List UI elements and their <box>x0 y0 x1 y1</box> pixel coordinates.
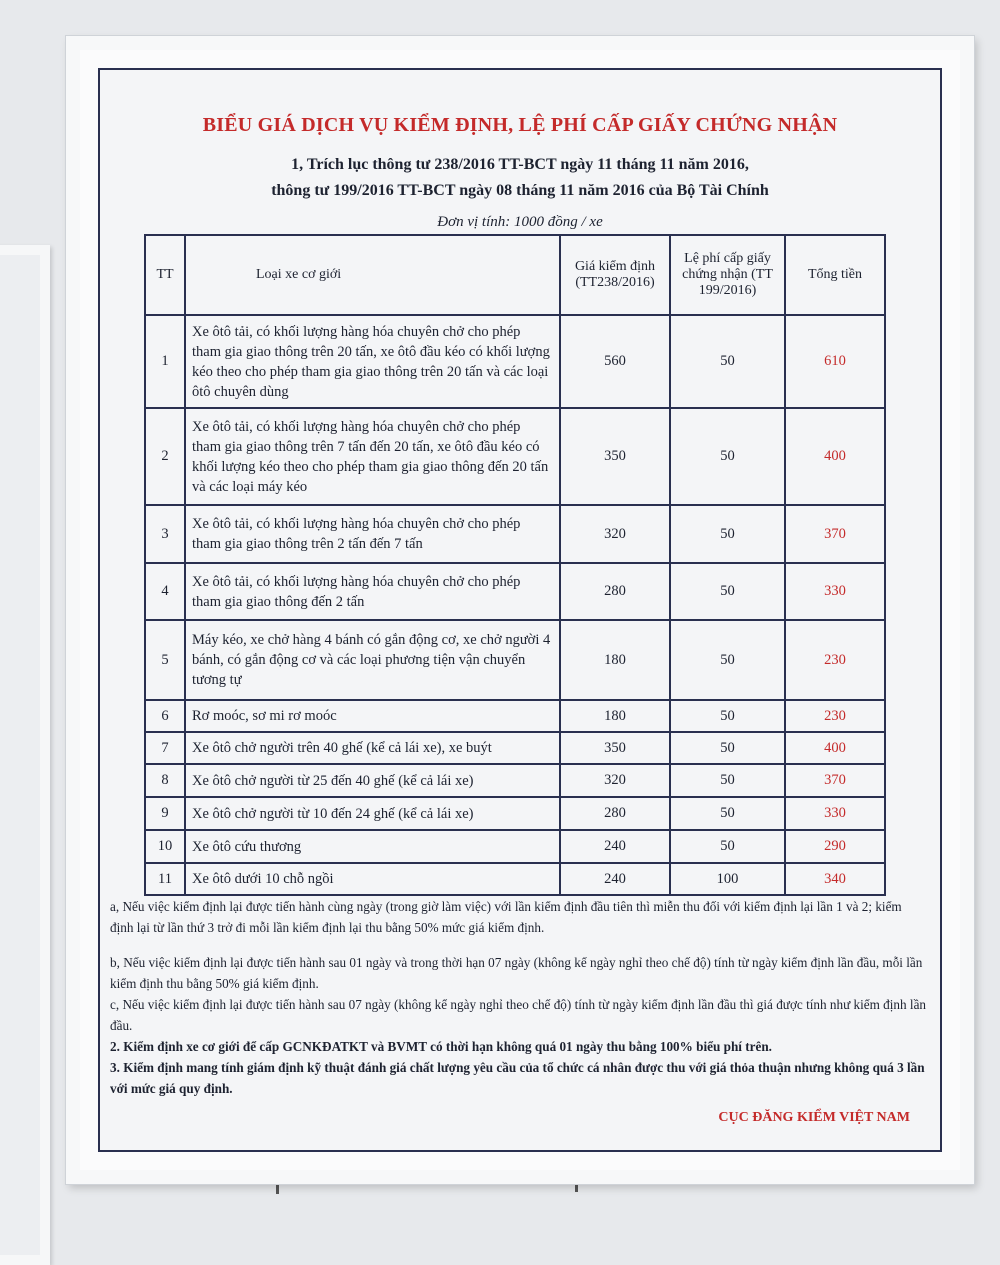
total-amount: 230 <box>784 699 886 733</box>
inspection-price: 350 <box>559 407 671 506</box>
inspection-price: 350 <box>559 731 671 765</box>
issuer-signature: CỤC ĐĂNG KIỂM VIỆT NAM <box>718 1110 910 1125</box>
total-amount: 400 <box>784 731 886 765</box>
header-vehicle-type: Loại xe cơ giới <box>184 234 561 316</box>
certificate-fee: 50 <box>669 314 786 409</box>
row-number: 4 <box>144 562 186 621</box>
poster-title: BIỂU GIÁ DỊCH VỤ KIỂM ĐỊNH, LỆ PHÍ CẤP G… <box>202 114 838 136</box>
note-a: a, Nếu việc kiểm định lại được tiến hành… <box>110 899 902 935</box>
total-amount: 370 <box>784 504 886 564</box>
certificate-fee: 50 <box>669 763 786 798</box>
certificate-fee: 50 <box>669 699 786 733</box>
inspection-price: 560 <box>559 314 671 409</box>
unit-label: Đơn vị tính: 1000 đồng / xe <box>437 214 603 230</box>
certificate-fee: 50 <box>669 407 786 506</box>
certificate-fee: 50 <box>669 562 786 621</box>
total-amount: 610 <box>784 314 886 409</box>
vehicle-type: Xe ôtô chở người từ 25 đến 40 ghế (kể cả… <box>184 763 561 798</box>
table-row: 10 Xe ôtô cứu thương 240 50 290 <box>144 829 886 864</box>
vehicle-type: Xe ôtô tải, có khối lượng hàng hóa chuyê… <box>184 504 561 564</box>
total-amount: 340 <box>784 862 886 896</box>
poster-frame: BIỂU GIÁ DỊCH VỤ KIỂM ĐỊNH, LỆ PHÍ CẤP G… <box>66 36 974 1184</box>
note-3: 3. Kiểm định mang tính giám định kỹ thuậ… <box>110 1060 925 1096</box>
inspection-price: 180 <box>559 699 671 733</box>
total-amount: 400 <box>784 407 886 506</box>
header-tt: TT <box>144 234 186 316</box>
table-row: 7 Xe ôtô chở người trên 40 ghế (kể cả lái… <box>144 731 886 765</box>
certificate-fee: 50 <box>669 504 786 564</box>
vehicle-type: Xe ôtô tải, có khối lượng hàng hóa chuyê… <box>184 562 561 621</box>
row-number: 1 <box>144 314 186 409</box>
table-row: 5 Máy kéo, xe chở hàng 4 bánh có gắn động… <box>144 619 886 701</box>
vehicle-type: Xe ôtô tải, có khối lượng hàng hóa chuyê… <box>184 407 561 506</box>
header-total: Tổng tiền <box>784 234 886 316</box>
header-certificate-fee: Lệ phí cấp giấy chứng nhận (TT 199/2016) <box>669 234 786 316</box>
total-amount: 330 <box>784 796 886 831</box>
table-row: 4 Xe ôtô tải, có khối lượng hàng hóa chuy… <box>144 562 886 621</box>
price-table: TT Loại xe cơ giới Giá kiểm định (TT238/… <box>144 234 886 896</box>
table-header-row: TT Loại xe cơ giới Giá kiểm định (TT238/… <box>144 234 886 316</box>
vehicle-type: Xe ôtô chở người trên 40 ghế (kể cả lái … <box>184 731 561 765</box>
row-number: 5 <box>144 619 186 701</box>
inspection-price: 240 <box>559 829 671 864</box>
row-number: 9 <box>144 796 186 831</box>
table-row: 6 Rơ moóc, sơ mi rơ moóc 180 50 230 <box>144 699 886 733</box>
note-c: c, Nếu việc kiểm định lại được tiến hành… <box>110 997 927 1033</box>
wall-hook <box>575 1178 578 1192</box>
notes: a, Nếu việc kiểm định lại được tiến hành… <box>110 896 928 1099</box>
row-number: 10 <box>144 829 186 864</box>
certificate-fee: 50 <box>669 829 786 864</box>
total-amount: 330 <box>784 562 886 621</box>
header-inspection-price: Giá kiểm định (TT238/2016) <box>559 234 671 316</box>
table-row: 2 Xe ôtô tải, có khối lượng hàng hóa chuy… <box>144 407 886 506</box>
wall-hook <box>276 1180 279 1194</box>
certificate-fee: 50 <box>669 619 786 701</box>
total-amount: 230 <box>784 619 886 701</box>
vehicle-type: Xe ôtô dưới 10 chỗ ngồi <box>184 862 561 896</box>
subtitle-line2: thông tư 199/2016 TT-BCT ngày 08 tháng 1… <box>271 182 769 199</box>
table-row: 1 Xe ôtô tải, có khối lượng hàng hóa chuy… <box>144 314 886 409</box>
table-row: 3 Xe ôtô tải, có khối lượng hàng hóa chuy… <box>144 504 886 564</box>
inspection-price: 280 <box>559 796 671 831</box>
row-number: 3 <box>144 504 186 564</box>
inspection-price: 280 <box>559 562 671 621</box>
adjacent-frame <box>0 245 50 1265</box>
total-amount: 370 <box>784 763 886 798</box>
row-number: 2 <box>144 407 186 506</box>
note-b: b, Nếu việc kiểm định lại được tiến hành… <box>110 955 923 991</box>
subtitle-line1: 1, Trích lục thông tư 238/2016 TT-BCT ng… <box>291 156 749 173</box>
inspection-price: 240 <box>559 862 671 896</box>
table-row: 9 Xe ôtô chở người từ 10 đến 24 ghế (kể c… <box>144 796 886 831</box>
row-number: 8 <box>144 763 186 798</box>
table-row: 11 Xe ôtô dưới 10 chỗ ngồi 240 100 340 <box>144 862 886 896</box>
note-2: 2. Kiểm định xe cơ giới để cấp GCNKĐATKT… <box>110 1039 772 1054</box>
row-number: 11 <box>144 862 186 896</box>
vehicle-type: Xe ôtô tải, có khối lượng hàng hóa chuyê… <box>184 314 561 409</box>
certificate-fee: 100 <box>669 862 786 896</box>
certificate-fee: 50 <box>669 731 786 765</box>
row-number: 6 <box>144 699 186 733</box>
price-poster: BIỂU GIÁ DỊCH VỤ KIỂM ĐỊNH, LỆ PHÍ CẤP G… <box>98 68 942 1152</box>
vehicle-type: Xe ôtô chở người từ 10 đến 24 ghế (kể cả… <box>184 796 561 831</box>
vehicle-type: Xe ôtô cứu thương <box>184 829 561 864</box>
certificate-fee: 50 <box>669 796 786 831</box>
vehicle-type: Máy kéo, xe chở hàng 4 bánh có gắn động … <box>184 619 561 701</box>
inspection-price: 180 <box>559 619 671 701</box>
total-amount: 290 <box>784 829 886 864</box>
vehicle-type: Rơ moóc, sơ mi rơ moóc <box>184 699 561 733</box>
table-row: 8 Xe ôtô chở người từ 25 đến 40 ghế (kể c… <box>144 763 886 798</box>
inspection-price: 320 <box>559 504 671 564</box>
inspection-price: 320 <box>559 763 671 798</box>
row-number: 7 <box>144 731 186 765</box>
